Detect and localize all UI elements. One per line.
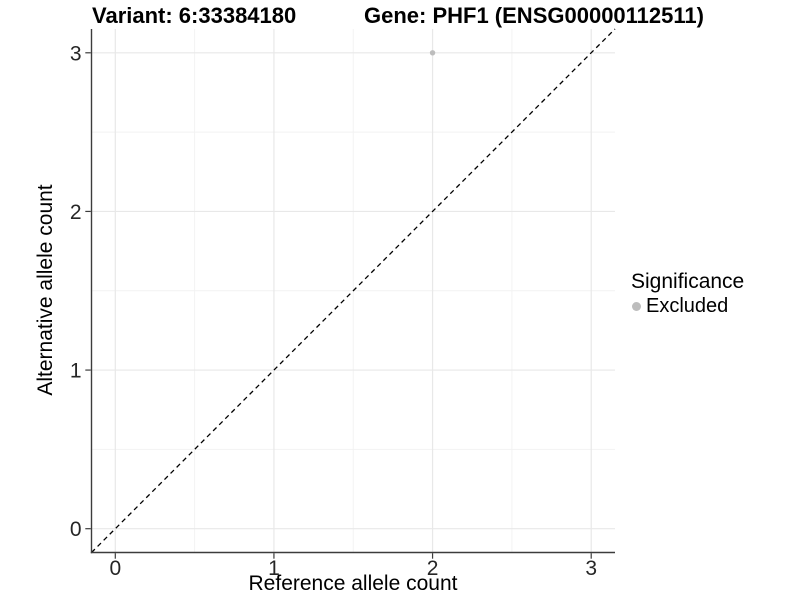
x-tick-label: 1	[268, 557, 280, 580]
x-tick-label: 0	[109, 557, 121, 580]
legend-entry-label: Excluded	[646, 295, 729, 317]
identity-dashed-line	[91, 28, 616, 553]
y-axis-title: Alternative allele count	[34, 184, 57, 396]
legend-entry-excluded: Excluded	[631, 296, 744, 317]
legend-title: Significance	[631, 270, 745, 293]
legend: Significance Excluded	[631, 271, 744, 317]
legend-point-icon	[632, 302, 641, 311]
y-tick-label: 2	[70, 201, 82, 224]
x-tick-label: 2	[427, 557, 439, 580]
plot-title-variant: Variant: 6:33384180	[92, 3, 297, 28]
x-axis-title: Reference allele count	[248, 572, 458, 595]
y-tick-label: 1	[70, 360, 82, 383]
y-tick-label: 3	[70, 42, 82, 65]
y-tick-label: 0	[70, 518, 82, 541]
plot-title-gene: Gene: PHF1 (ENSG00000112511)	[364, 3, 704, 28]
x-tick-label: 3	[585, 557, 597, 580]
data-point	[429, 50, 436, 56]
